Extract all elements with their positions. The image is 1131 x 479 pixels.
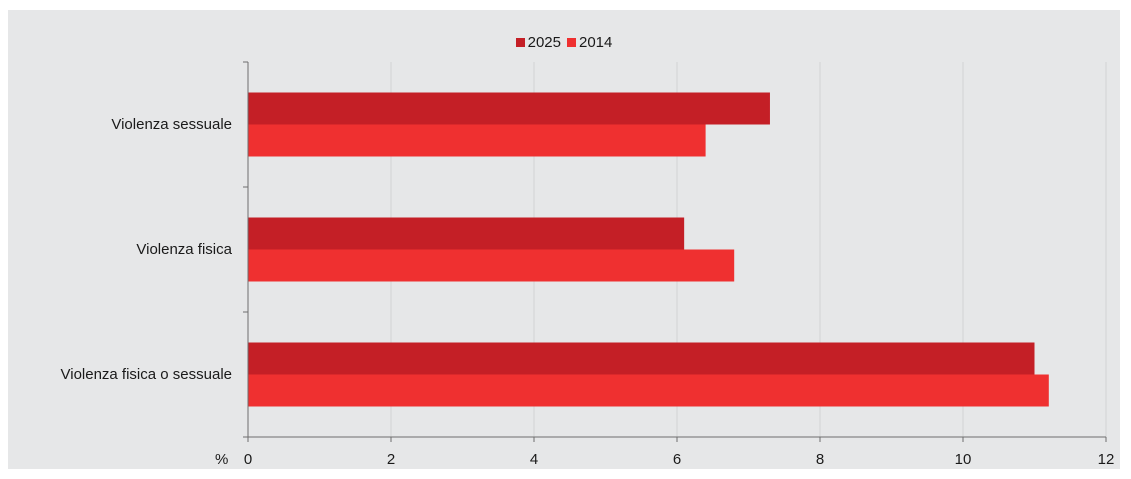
category-label: Violenza sessuale bbox=[111, 116, 232, 133]
bar bbox=[248, 342, 1035, 375]
x-tick-label: 0 bbox=[243, 451, 253, 468]
x-tick-label: 2 bbox=[386, 451, 396, 468]
x-tick-label: 6 bbox=[672, 451, 682, 468]
bar bbox=[248, 374, 1049, 407]
bar bbox=[248, 92, 770, 125]
x-tick-label: 8 bbox=[815, 451, 825, 468]
x-tick-label: 4 bbox=[529, 451, 539, 468]
legend-swatch-2025 bbox=[515, 38, 525, 47]
chart-plot bbox=[243, 61, 1107, 442]
bar bbox=[248, 249, 735, 282]
category-label: Violenza fisica o sessuale bbox=[60, 366, 233, 383]
legend-swatch-2014 bbox=[567, 38, 576, 47]
legend-label-2014: 2014 bbox=[579, 34, 613, 51]
chart-panel: 2025 2014 Violenza sessuale Violenza fis… bbox=[8, 10, 1120, 469]
legend-item-2014: 2014 bbox=[567, 34, 612, 51]
legend-item-2025: 2025 bbox=[515, 34, 561, 51]
bar bbox=[248, 217, 685, 250]
legend: 2025 2014 bbox=[8, 34, 1120, 51]
bar bbox=[248, 124, 706, 157]
category-label: Violenza fisica bbox=[136, 241, 232, 258]
x-tick-label: 10 bbox=[954, 451, 972, 468]
legend-label-2025: 2025 bbox=[527, 34, 561, 51]
x-tick-label: 12 bbox=[1097, 451, 1115, 468]
x-axis-unit-label: % bbox=[215, 451, 229, 468]
